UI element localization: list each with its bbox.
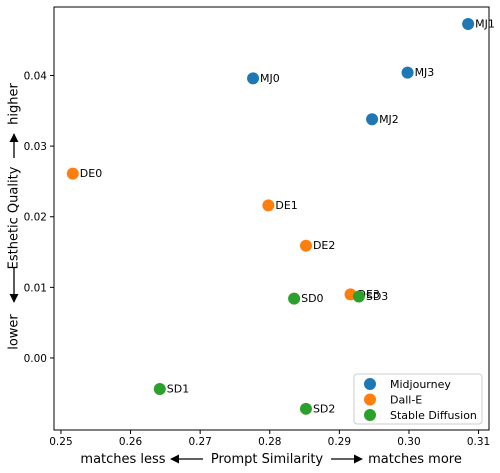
data-point-mj3 xyxy=(401,66,414,79)
x-tick-label: 0.29 xyxy=(328,436,351,448)
data-point-mj1 xyxy=(462,17,475,30)
y-tick-label: 0.02 xyxy=(24,212,47,224)
x-tick-label: 0.27 xyxy=(188,436,211,448)
point-label-de0: DE0 xyxy=(80,167,102,180)
x-axis-ticks: 0.25 0.26 0.27 0.28 0.29 0.30 0.31 xyxy=(49,430,490,448)
data-point-sd1 xyxy=(153,383,166,396)
data-point-sd0 xyxy=(288,292,301,305)
legend-entry-label: Stable Diffusion xyxy=(390,409,477,422)
y-axis-label-high: higher xyxy=(7,83,22,125)
data-point-sd3 xyxy=(352,290,365,303)
point-label-mj3: MJ3 xyxy=(415,66,435,79)
data-point-mj2 xyxy=(366,113,379,126)
point-label-mj1: MJ1 xyxy=(475,17,495,30)
y-tick-label: 0.00 xyxy=(24,353,47,365)
x-tick-label: 0.31 xyxy=(467,436,490,448)
legend-frame xyxy=(353,373,483,425)
x-axis-label-center: Prompt Similarity xyxy=(211,452,324,467)
legend-marker xyxy=(364,393,376,406)
x-axis-label-left: matches less xyxy=(80,452,165,467)
data-point-de0 xyxy=(66,167,79,180)
point-label-sd0: SD0 xyxy=(301,292,323,305)
point-label-sd2: SD2 xyxy=(313,402,335,415)
y-tick-label: 0.03 xyxy=(24,141,47,153)
data-point-mj0 xyxy=(247,72,260,85)
x-tick-label: 0.30 xyxy=(397,436,420,448)
point-label-de2: DE2 xyxy=(313,239,335,252)
x-axis-label: matches less Prompt Similarity matches m… xyxy=(80,452,461,467)
legend-marker xyxy=(364,409,376,421)
x-tick-label: 0.26 xyxy=(119,436,143,448)
point-label-mj0: MJ0 xyxy=(260,72,280,85)
y-axis-label: lower Esthetic Quality higher xyxy=(7,83,22,350)
legend-marker xyxy=(364,378,376,390)
y-tick-label: 0.04 xyxy=(24,70,48,82)
point-label-sd1: SD1 xyxy=(167,383,189,396)
point-label-de1: DE1 xyxy=(275,199,297,212)
data-point-sd2 xyxy=(299,402,312,415)
legend-entry-label: Dall-E xyxy=(390,394,422,407)
point-label-sd3: SD3 xyxy=(366,290,388,303)
y-axis-ticks: 0.00 0.01 0.02 0.03 0.04 xyxy=(24,70,54,365)
legend-entry-label: Midjourney xyxy=(390,378,451,391)
legend: Midjourney Dall-E Stable Diffusion xyxy=(353,373,483,425)
y-axis-label-low: lower xyxy=(7,314,22,350)
data-point-de1 xyxy=(262,199,275,212)
data-point-de2 xyxy=(299,239,312,252)
x-tick-label: 0.28 xyxy=(258,436,281,448)
point-label-mj2: MJ2 xyxy=(379,113,399,126)
plot-area-frame xyxy=(53,6,490,431)
x-axis-label-right: matches more xyxy=(368,452,462,467)
x-tick-label: 0.25 xyxy=(49,436,72,448)
y-tick-label: 0.01 xyxy=(24,282,47,294)
y-axis-label-center: Esthetic Quality xyxy=(7,166,22,269)
